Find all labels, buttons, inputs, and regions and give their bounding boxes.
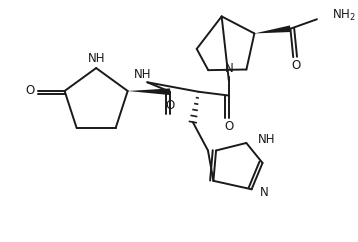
Text: O: O — [165, 99, 175, 113]
Text: O: O — [224, 120, 233, 133]
Text: NH$_2$: NH$_2$ — [332, 8, 356, 23]
Text: N: N — [224, 61, 233, 75]
Text: NH: NH — [134, 68, 151, 81]
Text: O: O — [26, 84, 35, 98]
Text: N: N — [260, 186, 269, 199]
Polygon shape — [255, 25, 291, 33]
Text: NH: NH — [258, 133, 275, 146]
Polygon shape — [128, 88, 170, 95]
Text: O: O — [291, 59, 301, 72]
Text: NH: NH — [87, 52, 105, 65]
